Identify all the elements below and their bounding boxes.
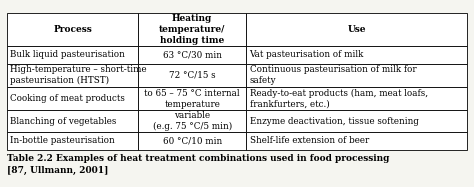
Text: Vat pasteurisation of milk: Vat pasteurisation of milk (249, 50, 364, 59)
Text: Bulk liquid pasteurisation: Bulk liquid pasteurisation (10, 50, 125, 59)
Bar (7, 87, 138, 110)
Text: Process: Process (53, 25, 92, 34)
Text: High-temperature – short-time
pasteurisation (HTST): High-temperature – short-time pasteurisa… (10, 65, 147, 85)
Bar (246, 132, 467, 150)
Bar (246, 110, 467, 132)
Text: 63 °C/30 min: 63 °C/30 min (163, 50, 222, 59)
Bar (138, 46, 246, 64)
Bar (7, 110, 138, 132)
Text: Blanching of vegetables: Blanching of vegetables (10, 117, 117, 126)
Bar (138, 87, 246, 110)
Text: Continuous pasteurisation of milk for
safety: Continuous pasteurisation of milk for sa… (249, 65, 416, 85)
Text: 72 °C/15 s: 72 °C/15 s (169, 71, 216, 80)
Text: 60 °C/10 min: 60 °C/10 min (163, 136, 222, 145)
Text: variable
(e.g. 75 °C/5 min): variable (e.g. 75 °C/5 min) (153, 111, 232, 131)
Text: to 65 – 75 °C internal
temperature: to 65 – 75 °C internal temperature (145, 89, 240, 109)
Bar (246, 64, 467, 87)
Bar (138, 13, 246, 46)
Bar (7, 132, 138, 150)
Bar (246, 13, 467, 46)
Bar (7, 13, 138, 46)
Bar (7, 64, 138, 87)
Text: Enzyme deactivation, tissue softening: Enzyme deactivation, tissue softening (249, 117, 419, 126)
Bar (138, 110, 246, 132)
Bar (138, 132, 246, 150)
Text: Use: Use (347, 25, 366, 34)
Text: Shelf-life extension of beer: Shelf-life extension of beer (249, 136, 369, 145)
Bar (246, 46, 467, 64)
Bar (7, 46, 138, 64)
Bar (246, 87, 467, 110)
Bar (138, 64, 246, 87)
Text: Cooking of meat products: Cooking of meat products (10, 94, 125, 103)
Text: In-bottle pasteurisation: In-bottle pasteurisation (10, 136, 115, 145)
Text: Table 2.2 Examples of heat treatment combinations used in food processing
[87, U: Table 2.2 Examples of heat treatment com… (7, 154, 390, 175)
Text: Heating
temperature/
holding time: Heating temperature/ holding time (159, 14, 225, 45)
Text: Ready-to-eat products (ham, meat loafs,
frankfurters, etc.): Ready-to-eat products (ham, meat loafs, … (249, 88, 428, 109)
